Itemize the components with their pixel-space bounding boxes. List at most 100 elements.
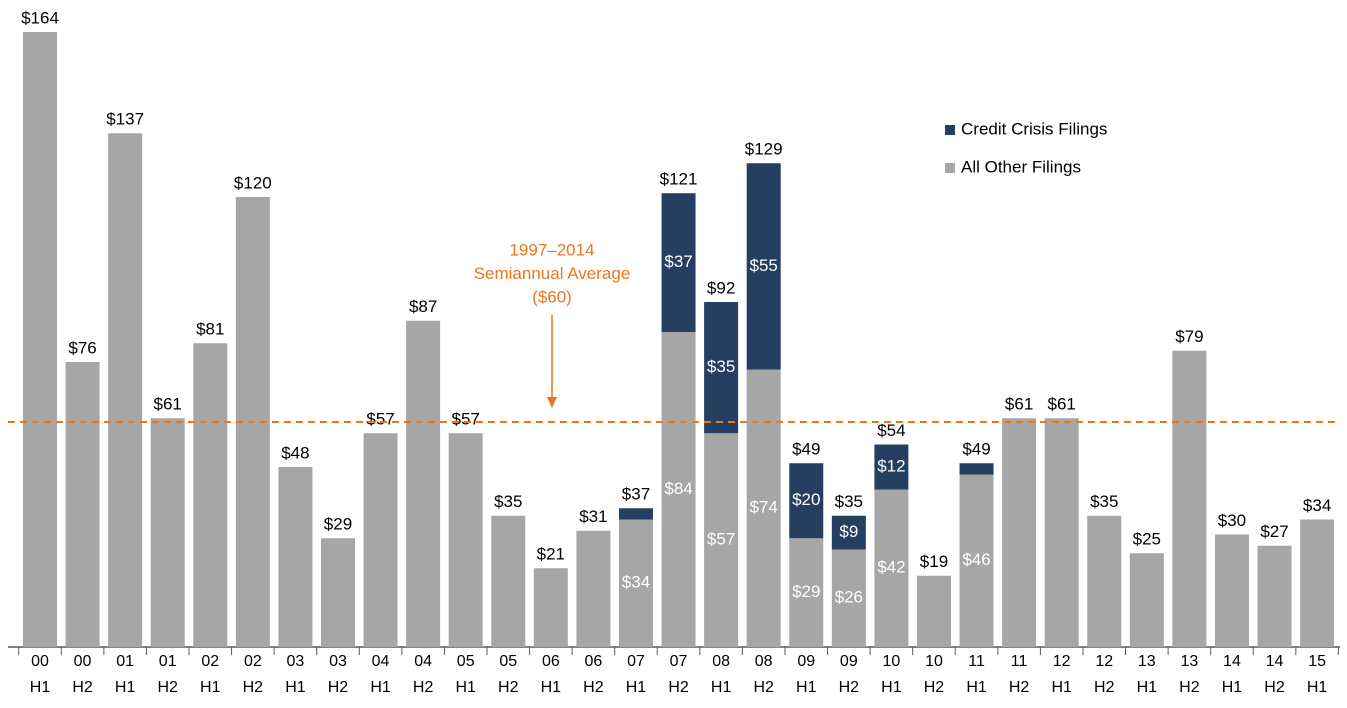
- segment-label: $34: [622, 573, 650, 592]
- x-tick-label: 03: [287, 653, 305, 670]
- x-tick-label: H2: [1179, 679, 1200, 696]
- x-tick-label: H1: [285, 679, 306, 696]
- segment-label: $29: [792, 582, 820, 601]
- bar-segment: [746, 163, 781, 370]
- x-tick-label: H1: [881, 679, 902, 696]
- bar-segment: [108, 133, 143, 647]
- total-label: $27: [1260, 522, 1288, 541]
- x-tick-label: 03: [329, 653, 347, 670]
- segment-label: $12: [877, 456, 905, 475]
- x-tick-label: H2: [839, 679, 860, 696]
- x-tick-label: H2: [72, 679, 93, 696]
- x-tick-label: H2: [1009, 679, 1030, 696]
- bar-segment: [320, 538, 355, 647]
- total-label: $29: [324, 515, 352, 534]
- bar-segment: [278, 467, 313, 647]
- bar-segment: [831, 549, 866, 647]
- total-label: $121: [660, 170, 698, 189]
- segment-label: $74: [750, 498, 778, 517]
- total-label: $76: [68, 338, 96, 357]
- bar-segment: [661, 332, 696, 647]
- legend-swatch: [945, 163, 955, 173]
- bar-segment: [406, 320, 441, 647]
- total-label: $34: [1303, 496, 1331, 515]
- bar-segment: [1087, 515, 1122, 647]
- x-tick-label: H1: [455, 679, 476, 696]
- x-tick-label: 10: [883, 653, 901, 670]
- x-tick-label: 06: [585, 653, 603, 670]
- segment-label: $26: [835, 588, 863, 607]
- bar-segment: [448, 433, 483, 647]
- x-tick-label: 15: [1308, 653, 1326, 670]
- x-tick-label: H1: [796, 679, 817, 696]
- total-label: $35: [1090, 492, 1118, 511]
- x-tick-label: H2: [583, 679, 604, 696]
- bar-segment: [789, 538, 824, 647]
- bar-segment: [1214, 534, 1249, 647]
- segment-label: $9: [839, 522, 858, 541]
- bar-segment: [491, 515, 526, 647]
- bar-segment: [874, 489, 909, 647]
- annotation: ($60): [532, 287, 572, 306]
- total-label: $120: [234, 173, 272, 192]
- x-tick-label: 12: [1095, 653, 1113, 670]
- annotation: Semiannual Average: [474, 264, 631, 283]
- x-tick-label: 04: [414, 653, 432, 670]
- x-tick-label: 00: [31, 653, 49, 670]
- x-tick-label: H1: [541, 679, 562, 696]
- bar-segment: [618, 519, 653, 647]
- x-tick-label: 01: [116, 653, 134, 670]
- segment-label: $46: [962, 550, 990, 569]
- bar-segment: [916, 575, 951, 647]
- segment-label: $84: [664, 479, 692, 498]
- x-tick-label: 09: [840, 653, 858, 670]
- bar-segment: [831, 515, 866, 550]
- x-tick-label: 04: [372, 653, 390, 670]
- annotation-arrowhead: [547, 397, 557, 408]
- x-tick-label: 01: [159, 653, 177, 670]
- x-tick-label: H2: [413, 679, 434, 696]
- x-tick-label: H2: [668, 679, 689, 696]
- x-tick-label: H2: [1094, 679, 1115, 696]
- legend-swatch: [945, 125, 955, 135]
- total-label: $49: [962, 440, 990, 459]
- x-tick-label: 13: [1138, 653, 1156, 670]
- bar-segment: [704, 302, 739, 434]
- x-tick-label: H2: [753, 679, 774, 696]
- x-tick-label: H1: [711, 679, 732, 696]
- bar-segment: [661, 193, 696, 332]
- segment-label: $57: [707, 530, 735, 549]
- segment-label: $55: [750, 256, 778, 275]
- total-label: $30: [1218, 511, 1246, 530]
- x-tick-label: H2: [328, 679, 349, 696]
- segment-label: $42: [877, 558, 905, 577]
- x-tick-label: H2: [243, 679, 264, 696]
- x-tick-label: 00: [74, 653, 92, 670]
- x-tick-label: H1: [1137, 679, 1158, 696]
- total-label: $57: [366, 410, 394, 429]
- x-tick-label: 09: [797, 653, 815, 670]
- total-label: $79: [1175, 327, 1203, 346]
- x-tick-label: 02: [244, 653, 262, 670]
- total-label: $48: [281, 443, 309, 462]
- total-label: $92: [707, 278, 735, 297]
- x-tick-label: 02: [201, 653, 219, 670]
- x-tick-label: 05: [457, 653, 475, 670]
- bar-segment: [1129, 553, 1164, 647]
- total-label: $49: [792, 440, 820, 459]
- x-tick-label: 08: [755, 653, 773, 670]
- bar-segment: [704, 433, 739, 647]
- bar-segment: [65, 362, 100, 647]
- x-tick-label: 07: [627, 653, 645, 670]
- total-label: $21: [537, 545, 565, 564]
- x-tick-label: 07: [670, 653, 688, 670]
- total-label: $61: [1005, 395, 1033, 414]
- bar-segment: [1172, 350, 1207, 647]
- segment-label: $37: [664, 252, 692, 271]
- total-label: $35: [835, 492, 863, 511]
- total-label: $81: [196, 320, 224, 339]
- x-tick-label: H1: [966, 679, 987, 696]
- x-tick-label: H1: [626, 679, 647, 696]
- x-tick-label: 10: [925, 653, 943, 670]
- x-tick-label: H1: [1307, 679, 1328, 696]
